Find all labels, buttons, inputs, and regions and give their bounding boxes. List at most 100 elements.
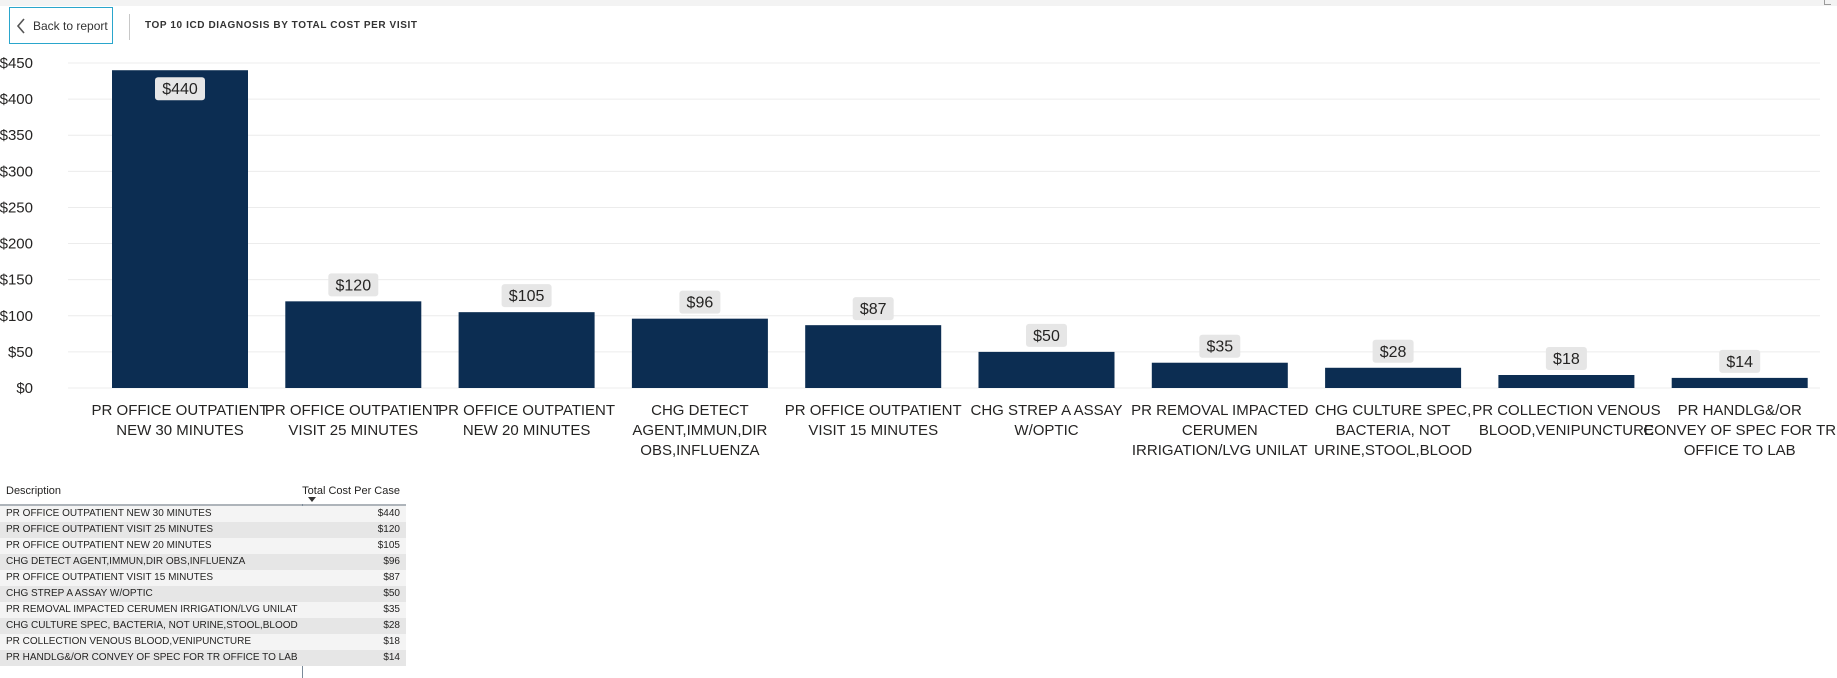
- data-label: $120: [336, 277, 372, 294]
- y-tick-label: $400: [0, 91, 33, 108]
- cell-cost: $18: [383, 636, 400, 647]
- data-label: $105: [509, 288, 545, 305]
- y-tick-label: $250: [0, 199, 33, 216]
- bar: [285, 301, 422, 388]
- data-label: $96: [687, 295, 714, 312]
- cell-description: PR REMOVAL IMPACTED CERUMEN IRRIGATION/L…: [6, 604, 298, 615]
- data-label: $28: [1380, 344, 1407, 361]
- x-tick-label: NEW 20 MINUTES: [463, 422, 591, 439]
- page-header: Back to report TOP 10 ICD DIAGNOSIS BY T…: [0, 6, 1837, 46]
- top-strip: [0, 0, 1837, 6]
- table-row[interactable]: PR OFFICE OUTPATIENT VISIT 25 MINUTES $12…: [0, 522, 406, 538]
- data-label: $35: [1206, 339, 1233, 356]
- y-tick-label: $450: [0, 55, 33, 72]
- y-tick-label: $150: [0, 272, 33, 289]
- x-tick-label: OBS,INFLUENZA: [640, 442, 759, 459]
- bar: [1671, 377, 1808, 388]
- x-tick-label: PR COLLECTION VENOUS: [1472, 402, 1660, 419]
- x-tick-label: PR OFFICE OUTPATIENT: [438, 402, 615, 419]
- x-tick-label: PR OFFICE OUTPATIENT: [92, 402, 269, 419]
- cell-cost: $105: [377, 540, 400, 551]
- sort-descending-icon[interactable]: [308, 497, 316, 502]
- data-label-bg: [1372, 339, 1414, 363]
- bar: [1151, 362, 1288, 388]
- cell-description: CHG CULTURE SPEC, BACTERIA, NOT URINE,ST…: [6, 620, 298, 631]
- x-tick-label: BACTERIA, NOT: [1336, 422, 1451, 439]
- x-tick-label: CHG STREP A ASSAY: [970, 402, 1122, 419]
- x-tick-label: IRRIGATION/LVG UNILAT: [1132, 442, 1308, 459]
- table-row[interactable]: CHG STREP A ASSAY W/OPTIC $50: [0, 586, 406, 602]
- x-tick-label: PR REMOVAL IMPACTED: [1131, 402, 1308, 419]
- data-label: $440: [162, 81, 198, 98]
- cell-cost: $87: [383, 572, 400, 583]
- table-row[interactable]: PR OFFICE OUTPATIENT NEW 30 MINUTES $440: [0, 506, 406, 522]
- table-row[interactable]: CHG CULTURE SPEC, BACTERIA, NOT URINE,ST…: [0, 618, 406, 634]
- table-row[interactable]: CHG DETECT AGENT,IMMUN,DIR OBS,INFLUENZA…: [0, 554, 406, 570]
- y-tick-label: $350: [0, 127, 33, 144]
- bar: [805, 325, 942, 388]
- x-tick-label: PR HANDLG&/OR: [1678, 402, 1802, 419]
- bar: [458, 312, 595, 388]
- bar: [1325, 367, 1462, 388]
- table-header: Description Total Cost Per Case: [0, 480, 406, 506]
- data-label-bg: [852, 297, 894, 321]
- data-label-bg: [1026, 323, 1067, 347]
- data-label-bg: [1199, 334, 1241, 358]
- header-divider: [129, 14, 130, 40]
- bar: [112, 70, 248, 388]
- cell-cost: $440: [377, 508, 400, 519]
- data-label-bg: [155, 77, 205, 101]
- x-tick-label: CHG CULTURE SPEC,: [1315, 402, 1471, 419]
- table-row[interactable]: PR OFFICE OUTPATIENT NEW 20 MINUTES $105: [0, 538, 406, 554]
- y-tick-label: $50: [8, 344, 33, 361]
- bar: [631, 318, 768, 388]
- data-label-bg: [1719, 349, 1761, 373]
- cell-description: PR OFFICE OUTPATIENT NEW 20 MINUTES: [6, 540, 212, 551]
- data-label-bg: [328, 273, 379, 297]
- x-tick-label: BLOOD,VENIPUNCTURE: [1479, 422, 1654, 439]
- x-tick-label: VISIT 25 MINUTES: [288, 422, 418, 439]
- table-body: PR OFFICE OUTPATIENT NEW 30 MINUTES $440 …: [0, 506, 406, 666]
- x-tick-label: PR OFFICE OUTPATIENT: [265, 402, 442, 419]
- bar-chart: $0 $50 $100 $150 $200 $250 $300 $350 $400 $450 $44…: [0, 55, 1836, 459]
- cell-description: CHG STREP A ASSAY W/OPTIC: [6, 588, 153, 599]
- table-row[interactable]: PR OFFICE OUTPATIENT VISIT 15 MINUTES $87: [0, 570, 406, 586]
- x-tick-label: W/OPTIC: [1014, 422, 1078, 439]
- x-tick-label: CONVEY OF SPEC FOR TR: [1643, 422, 1836, 439]
- cell-cost: $35: [383, 604, 400, 615]
- y-tick-label: $100: [0, 308, 33, 325]
- table-row[interactable]: PR REMOVAL IMPACTED CERUMEN IRRIGATION/L…: [0, 602, 406, 618]
- page-title: TOP 10 ICD DIAGNOSIS BY TOTAL COST PER V…: [145, 20, 418, 31]
- x-tick-label: CERUMEN: [1182, 422, 1258, 439]
- back-to-report-button[interactable]: Back to report: [9, 7, 113, 44]
- data-label: $50: [1033, 328, 1060, 345]
- bar: [978, 351, 1115, 388]
- cell-cost: $14: [383, 652, 400, 663]
- x-tick-label: VISIT 15 MINUTES: [808, 422, 938, 439]
- table-row[interactable]: PR COLLECTION VENOUS BLOOD,VENIPUNCTURE $…: [0, 634, 406, 650]
- cell-cost: $120: [377, 524, 400, 535]
- x-tick-label: CHG DETECT: [651, 402, 749, 419]
- chevron-left-icon: [16, 17, 25, 34]
- data-label-bg: [679, 290, 721, 314]
- cell-description: PR OFFICE OUTPATIENT VISIT 25 MINUTES: [6, 524, 214, 535]
- data-label: $87: [860, 301, 887, 318]
- x-tick-label: PR OFFICE OUTPATIENT: [785, 402, 962, 419]
- data-label-bg: [1545, 347, 1587, 370]
- x-tick-label: URINE,STOOL,BLOOD: [1314, 442, 1472, 459]
- back-button-label: Back to report: [33, 18, 108, 33]
- cell-description: CHG DETECT AGENT,IMMUN,DIR OBS,INFLUENZA: [6, 556, 246, 567]
- column-header-total-cost[interactable]: Total Cost Per Case: [302, 485, 400, 497]
- x-tick-label: NEW 30 MINUTES: [116, 422, 244, 439]
- bar: [1498, 375, 1635, 388]
- table-row[interactable]: PR HANDLG&/OR CONVEY OF SPEC FOR TR OFFI…: [0, 650, 406, 666]
- resize-corner-icon[interactable]: [1824, 0, 1831, 5]
- y-tick-label: $200: [0, 236, 33, 253]
- y-tick-label: $300: [0, 163, 33, 180]
- cell-description: PR OFFICE OUTPATIENT VISIT 15 MINUTES: [6, 572, 214, 583]
- column-header-description[interactable]: Description: [6, 485, 62, 497]
- data-label: $18: [1553, 351, 1580, 368]
- x-tick-label: AGENT,IMMUN,DIR: [632, 422, 767, 439]
- cell-cost: $50: [383, 588, 400, 599]
- cell-description: PR OFFICE OUTPATIENT NEW 30 MINUTES: [6, 508, 212, 519]
